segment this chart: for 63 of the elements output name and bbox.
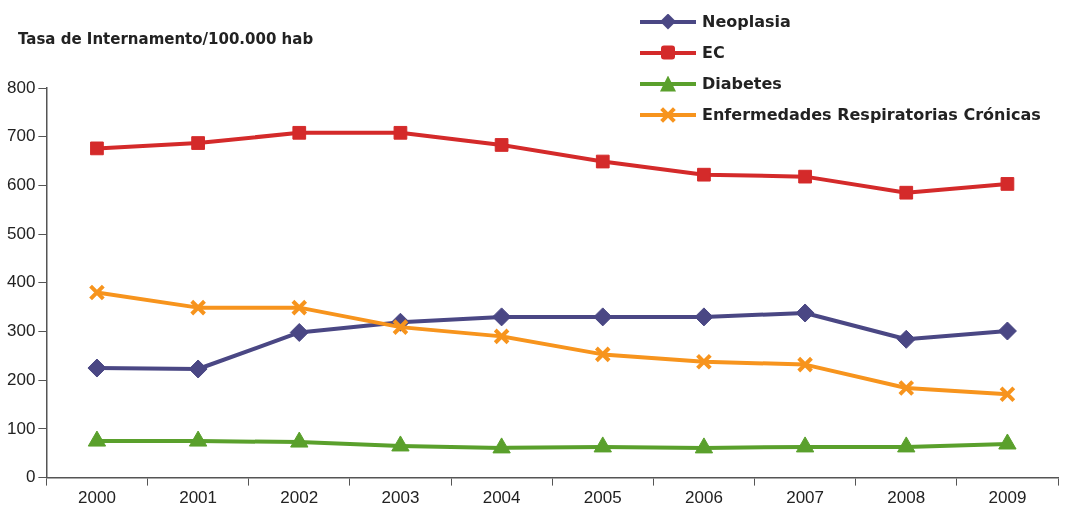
point (188, 359, 208, 379)
point (997, 321, 1017, 341)
point (90, 141, 104, 156)
legend-label: Enfermedades Respiratorias Crónicas (702, 105, 1041, 124)
y-tick-label: 700 (6, 126, 36, 146)
point (796, 356, 814, 373)
point (88, 284, 106, 301)
point (87, 358, 107, 378)
x-tick-label: 2009 (988, 488, 1027, 508)
y-tick-label: 300 (6, 321, 36, 341)
x-tick-label: 2006 (685, 488, 723, 508)
point (87, 430, 107, 447)
y-tick-label: 800 (6, 77, 36, 97)
x-tick-label: 2007 (786, 488, 825, 508)
point (393, 125, 408, 140)
legend-label: Diabetes (702, 74, 782, 93)
y-tick-label: 100 (6, 418, 36, 438)
y-tick-label: 500 (6, 223, 36, 243)
point (795, 436, 815, 453)
point (897, 436, 916, 453)
point (694, 307, 714, 327)
point (795, 303, 815, 323)
x-tick-label: 2000 (78, 488, 116, 508)
point (897, 379, 915, 397)
point (494, 138, 509, 152)
point (593, 436, 612, 453)
y-tick-label: 400 (6, 272, 36, 292)
point (999, 385, 1016, 403)
y-tick-label: 600 (6, 175, 36, 195)
point (289, 322, 309, 342)
point (594, 346, 612, 363)
x-tick-label: 2004 (482, 488, 521, 508)
point (492, 307, 512, 327)
y-tick-label: 200 (6, 369, 36, 389)
point (595, 154, 610, 169)
point (290, 299, 308, 316)
point (191, 136, 205, 150)
point (292, 125, 307, 140)
point (188, 430, 208, 447)
point (391, 435, 410, 452)
point (392, 318, 409, 336)
point (695, 353, 713, 371)
x-tick-label: 2005 (583, 488, 622, 508)
x-tick-label: 2002 (280, 488, 319, 508)
point (694, 437, 714, 454)
y-tick-label: 0 (25, 467, 36, 487)
legend-label: Neoplasia (702, 12, 791, 31)
x-tick-label: 2001 (179, 488, 218, 508)
x-tick-label: 2008 (887, 488, 926, 508)
point (896, 329, 916, 349)
y-axis-title: Tasa de Internamento/100.000 hab (18, 30, 314, 48)
legend-label: EC (702, 43, 725, 62)
point (189, 299, 207, 316)
point (697, 167, 711, 182)
point (493, 328, 510, 345)
point (1000, 177, 1015, 191)
point (798, 169, 812, 184)
point (998, 433, 1017, 450)
point (492, 437, 511, 454)
point (899, 185, 914, 200)
x-tick-label: 2003 (381, 488, 420, 508)
point (290, 431, 309, 448)
point (593, 307, 613, 327)
